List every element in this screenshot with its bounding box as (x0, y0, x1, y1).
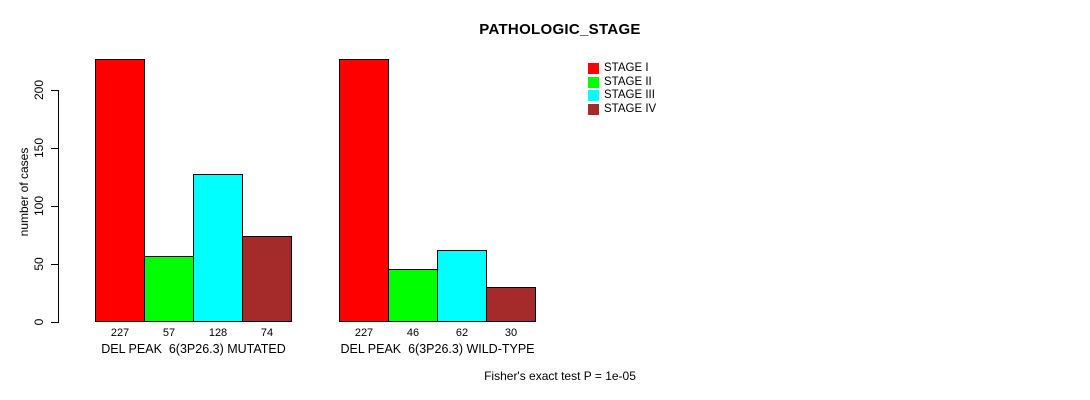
bar-stage-iv (486, 287, 536, 322)
y-tick-label: 200 (32, 79, 46, 101)
y-tick-label: 50 (32, 257, 46, 271)
bar-stage-ii (144, 256, 194, 322)
bar-value-label: 74 (260, 327, 274, 339)
y-axis-line (58, 90, 59, 323)
y-tick-mark (51, 206, 58, 207)
legend-item-stage-iii: STAGE III (588, 89, 656, 103)
bar-stage-ii (388, 269, 438, 322)
legend-label: STAGE II (604, 75, 652, 88)
bar-stage-iii (193, 174, 243, 322)
y-tick-mark (51, 264, 58, 265)
bar-stage-iii (437, 250, 487, 322)
stat-test-annotation: Fisher's exact test P = 1e-05 (484, 369, 636, 383)
y-tick-mark (51, 148, 58, 149)
bar-value-label: 57 (162, 327, 176, 339)
legend: STAGE I STAGE II STAGE III STAGE IV (588, 62, 656, 116)
bar-value-label: 46 (406, 327, 420, 339)
group-label: DEL PEAK 6(3P26.3) WILD-TYPE (340, 342, 535, 356)
legend-swatch-stage-iii (588, 90, 599, 102)
legend-swatch-stage-i (588, 63, 599, 75)
legend-label: STAGE III (604, 89, 655, 102)
group-label: DEL PEAK 6(3P26.3) MUTATED (101, 342, 286, 356)
legend-swatch-stage-iv (588, 103, 599, 115)
bar-value-label: 62 (455, 327, 469, 339)
chart-title: PATHOLOGIC_STAGE (479, 21, 641, 38)
legend-item-stage-iv: STAGE IV (588, 103, 656, 117)
y-tick-label: 100 (32, 195, 46, 217)
y-tick-label: 0 (32, 318, 46, 326)
y-tick-label: 150 (32, 137, 46, 159)
bar-stage-iv (242, 236, 292, 322)
bar-stage-i (339, 59, 389, 322)
bar-value-label: 128 (208, 327, 228, 339)
y-tick-mark (51, 90, 58, 91)
legend-item-stage-ii: STAGE II (588, 76, 656, 90)
y-tick-mark (51, 322, 58, 323)
legend-swatch-stage-ii (588, 76, 599, 88)
bar-value-label: 227 (110, 327, 130, 339)
legend-label: STAGE IV (604, 102, 657, 115)
y-axis-title: number of cases (17, 147, 31, 237)
legend-item-stage-i: STAGE I (588, 62, 656, 76)
bar-value-label: 227 (354, 327, 374, 339)
bar-stage-i (95, 59, 145, 322)
bar-value-label: 30 (504, 327, 518, 339)
legend-label: STAGE I (604, 62, 649, 75)
